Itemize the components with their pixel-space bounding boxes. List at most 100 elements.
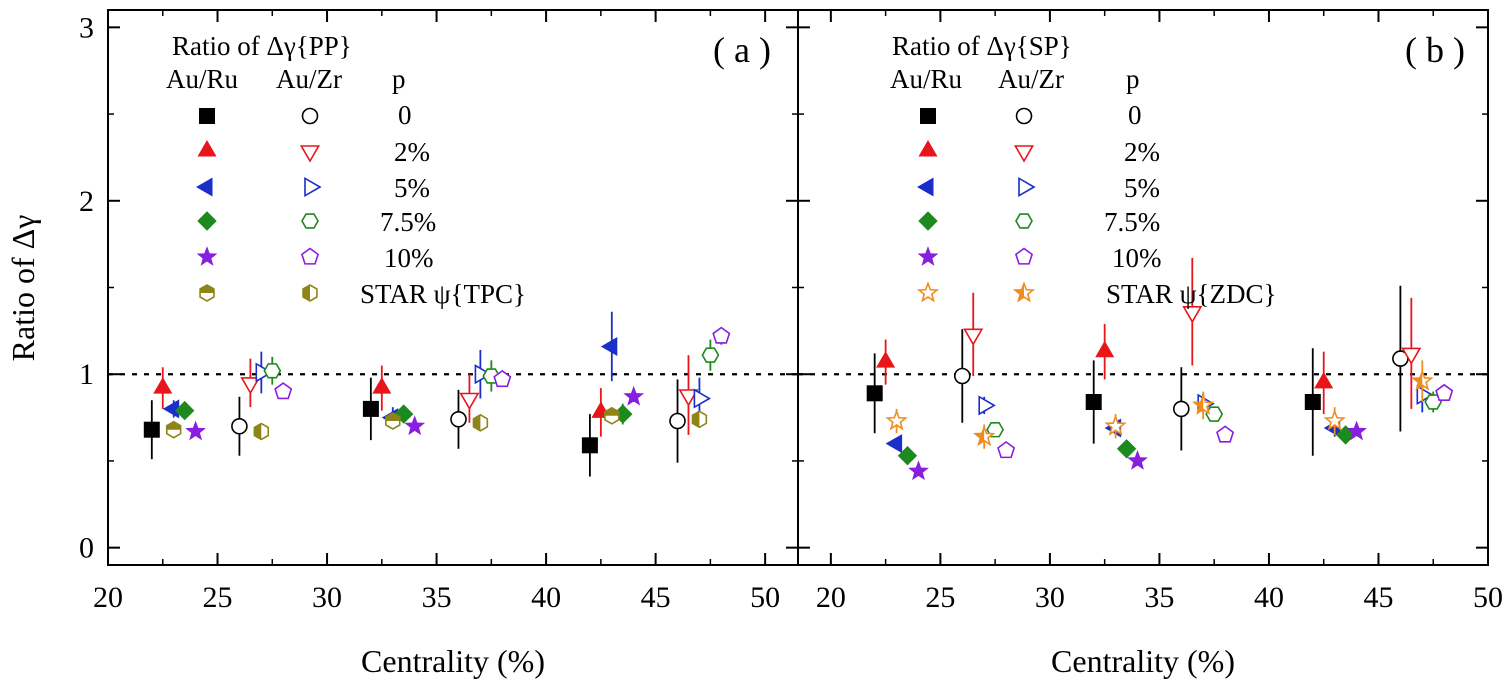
- data-point-star: [1346, 420, 1367, 441]
- panel-b-x-tick-label: 35: [1144, 581, 1174, 614]
- data-point-triangle-up: [372, 377, 392, 394]
- panel-b-series-1: [953, 285, 1409, 451]
- legend-marker-star: [916, 281, 940, 303]
- panel-a-legend-row-0: 0: [398, 100, 412, 130]
- legend-marker-star: [196, 246, 218, 266]
- data-point-circle: [953, 367, 971, 385]
- panel-b-x-tick-label: 25: [925, 581, 955, 614]
- data-point-triangle-down: [459, 392, 480, 411]
- y-axis-title: Ratio of Δγ: [5, 215, 41, 362]
- panel-a-legend-header-zr: Au/Zr: [276, 64, 342, 94]
- panel-b-legend-header-p: p: [1126, 64, 1140, 94]
- data-point-hexagon: [701, 347, 720, 363]
- data-point-hexagon: [253, 422, 270, 441]
- data-point-square: [362, 400, 379, 417]
- panel-b-legend-row-2: 5%: [1124, 173, 1160, 203]
- panel-a-y-tick-label: 0: [79, 532, 94, 565]
- data-point-star: [185, 420, 206, 441]
- panel-b-legend-title: Ratio of Δγ{SP}: [892, 31, 1072, 61]
- panel-a-legend-row-3: 7.5%: [380, 207, 436, 237]
- legend-marker-triangle-down: [1013, 145, 1035, 163]
- panel-a-legend-row-1: 2%: [394, 137, 430, 167]
- data-point-triangle-left: [885, 434, 903, 454]
- panel-a-x-tick-label: 20: [93, 581, 123, 614]
- data-point-triangle-down: [240, 377, 261, 395]
- data-point-triangle-up: [1095, 340, 1115, 358]
- data-point-circle: [231, 417, 248, 435]
- panel-a-x-tick-label: 50: [750, 581, 780, 614]
- legend-marker-diamond: [197, 211, 217, 231]
- panel-a-series-5: [255, 349, 712, 420]
- data-point-pentagon: [1216, 425, 1235, 443]
- data-point-hexagon: [604, 406, 620, 425]
- panel-a-series-2: [153, 365, 611, 437]
- panel-a-series-8: [185, 385, 645, 441]
- panel-a: 20 25 30 35 40 45 50 0 1 2 3 Centrality (%) ( a ) R…: [79, 9, 799, 679]
- data-point-triangle-right: [474, 364, 493, 385]
- data-point-triangle-right: [978, 395, 996, 416]
- panel-b-legend-header-ru: Au/Ru: [890, 64, 963, 94]
- data-point-square: [143, 421, 160, 438]
- data-point-star: [623, 385, 645, 406]
- legend-marker-hexagon: [302, 284, 318, 302]
- data-point-star: [1323, 409, 1346, 431]
- panel-b-series-11: [972, 360, 1434, 449]
- data-point-square: [866, 385, 883, 402]
- panel-b-x-tick-label: 20: [816, 581, 846, 614]
- data-point-circle: [1173, 400, 1190, 418]
- data-point-star: [1411, 369, 1434, 391]
- data-point-pentagon: [274, 382, 293, 400]
- panel-a-series-3: [240, 355, 699, 435]
- data-point-hexagon: [1205, 406, 1224, 422]
- panel-b-series-8: [908, 420, 1367, 481]
- data-point-star: [1127, 449, 1148, 470]
- panel-b-legend-row-5: STAR ψ{ZDC}: [1106, 279, 1276, 309]
- panel-a-x-tick-label: 35: [422, 581, 452, 614]
- data-point-star: [885, 409, 908, 431]
- data-point-circle: [669, 412, 686, 430]
- data-point-triangle-down: [1182, 305, 1203, 324]
- legend-marker-triangle-down: [299, 145, 321, 163]
- panel-a-legend-markers: [195, 107, 322, 302]
- panel-a-label: ( a ): [713, 30, 771, 70]
- panel-a-legend-row-5: STAR ψ{TPC}: [360, 279, 526, 309]
- data-point-diamond: [1116, 439, 1137, 459]
- panel-b-x-tick-label: 50: [1473, 581, 1503, 614]
- data-point-hexagon: [263, 363, 282, 379]
- data-point-triangle-up: [876, 351, 896, 368]
- data-point-triangle-left: [162, 399, 180, 419]
- panel-b-legend-markers: [916, 107, 1036, 303]
- panel-b-x-tick-label: 30: [1035, 581, 1065, 614]
- data-point-triangle-down: [678, 389, 699, 407]
- panel-b-legend-header-zr: Au/Zr: [998, 64, 1064, 94]
- panel-b-legend-row-1: 2%: [1124, 137, 1160, 167]
- legend-marker-triangle-right: [304, 176, 322, 198]
- panel-b-x-axis-title: Centrality (%): [1051, 643, 1235, 679]
- legend-marker-square: [920, 108, 936, 124]
- panel-b-x-tick-label: 45: [1363, 581, 1393, 614]
- data-point-star: [1104, 414, 1127, 436]
- data-point-triangle-right: [693, 388, 712, 409]
- panel-a-series-4: [162, 311, 618, 428]
- legend-marker-diamond: [918, 211, 938, 231]
- data-point-circle: [450, 410, 467, 428]
- data-point-star: [404, 415, 426, 436]
- panel-a-legend-row-4: 10%: [384, 243, 434, 273]
- panel-a-series-11: [253, 410, 708, 441]
- panel-a-series-0: [143, 377, 598, 477]
- panel-b-x-tick-label: 40: [1254, 581, 1284, 614]
- panel-b-series-10: [885, 407, 1346, 439]
- data-point-star: [908, 460, 929, 481]
- panel-a-x-tick-label: 30: [312, 581, 342, 614]
- legend-marker-triangle-up: [197, 139, 217, 157]
- legend-marker-hexagon: [1015, 213, 1033, 229]
- data-point-hexagon: [472, 413, 489, 432]
- data-point-pentagon: [493, 369, 512, 388]
- data-point-hexagon: [165, 420, 182, 439]
- data-point-square: [581, 437, 598, 454]
- panel-a-y-tick-label: 2: [79, 185, 94, 218]
- panel-b-legend-row-3: 7.5%: [1104, 207, 1160, 237]
- panel-b-legend-row-0: 0: [1128, 100, 1142, 130]
- legend-marker-star: [1012, 281, 1036, 303]
